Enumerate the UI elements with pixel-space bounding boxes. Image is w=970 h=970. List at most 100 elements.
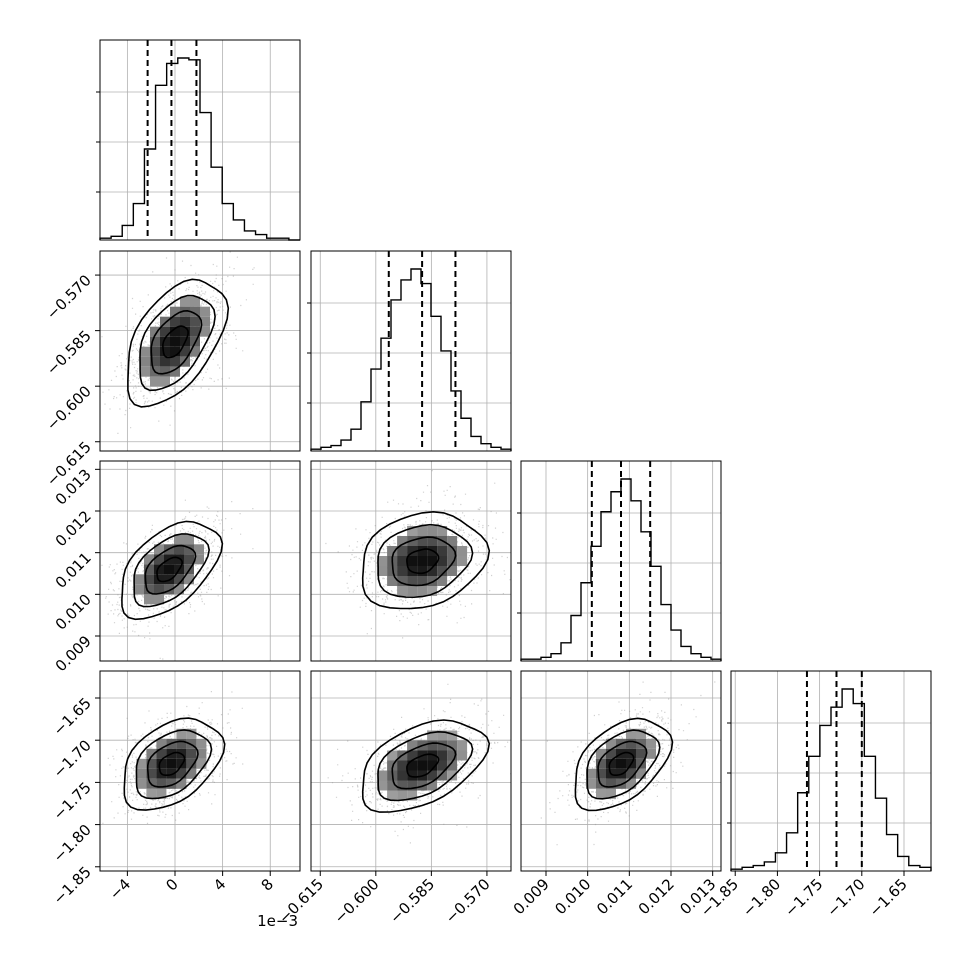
density-cell [417,556,428,566]
density-cell [174,544,184,555]
density-cell [437,556,448,566]
scatter-points [325,470,511,639]
density-cell [417,586,428,596]
density-cell [184,574,194,585]
density-cell [190,326,200,337]
density-cell [160,346,170,357]
density-cell [437,760,448,771]
density-cell [646,748,656,759]
density-cell [646,738,656,749]
contour-line [144,544,197,595]
density-cell [196,748,207,759]
density-cell [626,738,636,749]
density-cell [186,758,197,769]
density-cell [407,740,418,751]
contour-line [133,533,211,608]
density-cell [146,768,157,779]
density-cell [387,790,398,801]
density-cell [166,778,177,789]
density-cell [606,758,616,769]
density-cell [586,778,596,789]
contour-line [162,325,189,359]
contour-line [597,740,648,788]
density-cell [626,768,636,779]
density-cell [144,584,154,595]
x-tick-label-3-4: −1.65 [866,875,911,920]
density-cell [437,546,448,556]
density-cell [447,556,458,566]
density-cell [136,778,147,789]
density-cell [180,316,190,327]
contour-line [156,556,184,583]
density-cell [164,584,174,595]
density-cell [156,738,167,749]
density-cell [417,536,428,546]
x-tick-label-0-2: 4 [210,875,229,894]
density-cell [184,534,194,545]
marginal-panel-2 [517,460,722,662]
density-cell [397,770,408,781]
panel-frame [520,670,722,872]
density-cell [377,770,388,781]
density-cell [170,356,180,367]
y-tick-label-2-3: 0.012 [52,507,95,550]
pair-panel-2-1 [310,460,512,662]
density-cell [176,728,187,739]
marginal-panel-0 [96,39,301,241]
density-cell [200,326,210,337]
density-cell [447,770,458,781]
density-cell [387,760,398,771]
density-cell [160,376,170,387]
density-cell [407,586,418,596]
density-cell [457,740,468,751]
density-cell [417,566,428,576]
panel-frame [99,460,301,662]
panel-contents [100,671,300,871]
density-cell [190,296,200,307]
y-tick-label-1-2: −0.585 [43,327,95,379]
density-cell [180,356,190,367]
contour-line [391,742,457,790]
y-tick-label-3-4: −1.65 [50,694,95,739]
density-cell [160,316,170,327]
x-tick-label-1-3: −0.570 [442,875,494,927]
density-cell [407,750,418,761]
density-cell [626,728,636,739]
density-cell [427,526,438,536]
y-tick-label-1-3: −0.570 [43,271,95,323]
density-cell [174,554,184,565]
marginal-panel-3 [727,670,932,872]
density-cell [437,576,448,586]
y-tick-label-3-2: −1.75 [50,778,95,823]
density-cell [154,564,164,575]
y-tick-label-3-3: −1.70 [50,736,95,781]
density-cell [134,574,144,585]
density-cell [170,316,180,327]
histogram-step [310,268,512,451]
contour-line [127,278,230,408]
density-cell [387,566,398,576]
density-cell [397,790,408,801]
density-cell [606,778,616,789]
density-cell [154,554,164,565]
density-cell [156,748,167,759]
contour-line [150,309,203,375]
density-cell [200,306,210,317]
panel-contents [311,671,511,871]
density-cell [154,594,164,605]
density-cell [407,780,418,791]
x-tick-label-2-2: 0.011 [593,875,636,918]
density-cell [397,546,408,556]
density-cell [176,778,187,789]
density-cell [186,728,197,739]
density-cell [387,576,398,586]
x-tick-label-1-2: −0.585 [386,875,438,927]
y-tick-label-2-1: 0.010 [52,590,95,633]
density-cell [596,748,606,759]
density-cell [447,566,458,576]
density-cell [596,758,606,769]
pair-panel-2-0 [99,460,301,662]
pair-panel-3-2 [520,670,722,872]
density-cell [397,760,408,771]
density-cell [154,544,164,555]
